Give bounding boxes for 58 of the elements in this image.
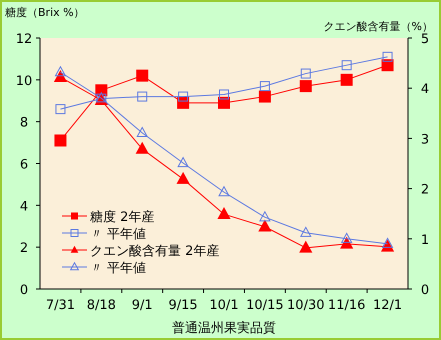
y-tick-label: 0	[20, 283, 28, 298]
point	[54, 66, 66, 76]
y2-axis-title: クエン酸含有量（%）	[324, 20, 433, 33]
y2-tick-label: 1	[420, 232, 430, 248]
x-tick-label: 7/31	[46, 298, 76, 313]
y2-tick-label: 3	[420, 132, 430, 148]
point	[300, 80, 312, 92]
point	[340, 74, 353, 86]
x-tick-label: 9/15	[168, 298, 198, 313]
point	[382, 238, 394, 248]
y2-tick-label: 0	[420, 283, 430, 298]
y-tick-label: 12	[16, 32, 32, 47]
point	[299, 240, 312, 253]
point	[136, 126, 148, 137]
point	[300, 68, 311, 79]
point	[178, 157, 189, 168]
point	[341, 232, 352, 243]
point	[219, 89, 229, 100]
point	[54, 70, 68, 82]
point	[218, 96, 230, 109]
point	[136, 70, 148, 82]
point	[178, 92, 188, 102]
point	[342, 60, 352, 70]
x-tick-label: 8/18	[86, 298, 116, 313]
point	[300, 226, 312, 237]
point	[54, 134, 66, 146]
point	[55, 104, 66, 114]
point	[217, 207, 231, 219]
point	[137, 92, 148, 102]
x-tick-label: 10/1	[209, 298, 239, 313]
x-axis-title: 普通温州果実品質	[172, 320, 276, 336]
point	[258, 90, 271, 103]
point	[136, 142, 149, 154]
point	[218, 186, 230, 196]
y-tick-label: 10	[16, 74, 32, 89]
x-tick-label: 10/15	[246, 298, 284, 313]
point	[382, 52, 393, 62]
y2-tick-label: 5	[420, 32, 430, 47]
y-tick-label: 8	[20, 116, 28, 131]
x-tick-label: 11/16	[328, 298, 366, 313]
x-tick-label: 9/1	[132, 298, 153, 313]
y-tick-label: 4	[20, 199, 28, 214]
point	[258, 220, 272, 232]
legend-label: 糖度 2年産	[90, 209, 154, 225]
y-axis-title: 糖度（Brix %）	[5, 6, 85, 19]
y-tick-label: 6	[20, 158, 28, 172]
y-tick-label: 2	[20, 241, 28, 256]
legend-label: クエン酸含有量 2年産	[90, 243, 220, 259]
x-tick-label: 12/1	[372, 298, 402, 313]
legend-label: 〃 平年値	[90, 227, 146, 242]
point	[176, 172, 190, 184]
x-tick-label: 10/30	[287, 298, 325, 313]
y2-tick-label: 4	[420, 82, 430, 98]
legend-label: 〃 平年値	[90, 261, 146, 276]
y2-tick-label: 2	[420, 182, 430, 198]
point	[259, 211, 270, 222]
point	[260, 81, 270, 92]
point	[382, 59, 394, 72]
